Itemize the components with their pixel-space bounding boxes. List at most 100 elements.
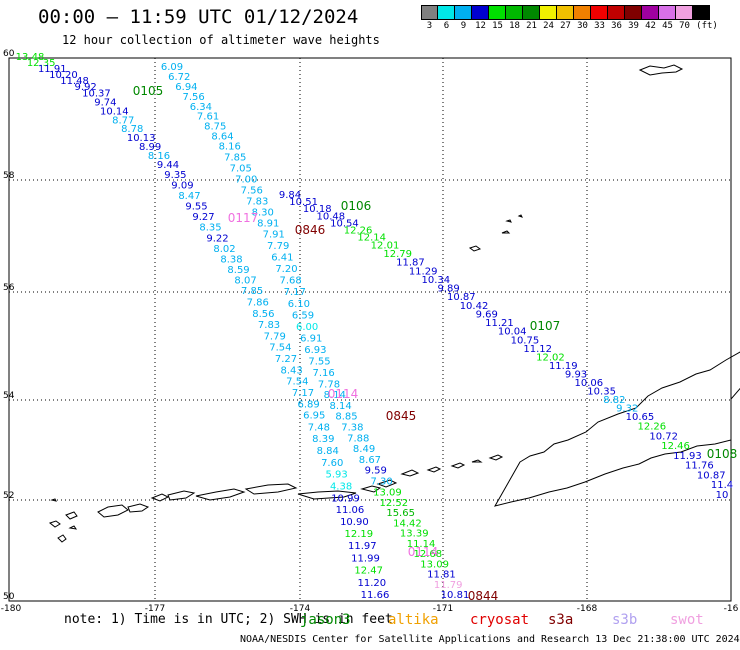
lat-tick-label: 56: [3, 283, 15, 293]
pass-time-tag: 0845: [386, 409, 417, 423]
wave-height-label: 8.39: [312, 434, 334, 445]
lat-tick-label: 58: [3, 171, 15, 181]
wave-height-label: 12.19: [345, 529, 374, 540]
wave-height-label: 10.37: [82, 88, 111, 99]
wave-height-label: 9.55: [185, 202, 207, 213]
wave-height-label: 11.81: [427, 570, 456, 581]
wave-height-label: 11.14: [407, 539, 436, 550]
color-scale-label: 9: [460, 21, 467, 31]
color-scale-label: 12: [475, 21, 486, 31]
wave-height-label: 9.22: [206, 233, 228, 244]
wave-height-label: 10.75: [511, 335, 540, 346]
wave-height-label: 8.30: [252, 208, 274, 219]
wave-height-label: 7.85: [224, 153, 246, 164]
lat-tick-label: 54: [3, 391, 15, 401]
island-outline: [244, 483, 298, 495]
wave-height-label: 10.35: [587, 386, 616, 397]
wave-height-label: 9.32: [616, 403, 638, 414]
wave-height-labels: 13.4812.3511.9110.2011.489.9210.379.7410…: [16, 52, 733, 601]
wave-height-label: 7.16: [313, 368, 335, 379]
color-scale-unit: (ft): [696, 21, 718, 31]
wave-height-label: 7.17: [292, 388, 314, 399]
axis-labels: -180 -177 -174 -171 -168 -16 60 58 56 54 52 50: [1, 49, 739, 614]
wave-height-label: 6.09: [161, 62, 183, 73]
color-scale-label: 3: [426, 21, 433, 31]
color-scale-cell: [659, 5, 676, 20]
color-scale-label: 45: [662, 21, 673, 31]
wave-height-label: 12.01: [371, 240, 400, 251]
wave-height-label: 10.54: [330, 218, 359, 229]
wave-height-label: 10.65: [626, 412, 655, 423]
wave-height-label: 10.14: [100, 106, 129, 117]
wave-height-label: 7.48: [308, 422, 330, 433]
wave-height-label: 7.56: [183, 92, 205, 103]
lon-tick-label: -171: [433, 604, 453, 614]
island-outline: [376, 479, 398, 488]
satellite-legend-cryosat: cryosat: [470, 612, 530, 628]
wave-height-label: 13.09: [373, 487, 402, 498]
wave-height-label: 11.99: [351, 553, 380, 564]
pass-time-tag: 0114: [328, 387, 359, 401]
wave-height-label: 10.34: [422, 275, 451, 286]
wave-height-label: 9.74: [94, 97, 116, 108]
island-outline: [48, 520, 61, 528]
wave-height-label: 8.49: [353, 444, 375, 455]
color-scale-cell: [506, 5, 523, 20]
color-scale-labels: 3 6 9 12 15 18 21 24 27 30 33 36 39 42 45 70 (ft): [421, 21, 740, 33]
wave-height-label: 10.20: [49, 70, 78, 81]
wave-height-label: 6.94: [175, 82, 197, 93]
color-scale-cell: [523, 5, 540, 20]
pass-time-tags: 0105 0106 0107 0108 0117 0846 0114 0845 0114 0844: [133, 84, 738, 603]
page-title: 00:00 – 11:59 UTC 01/12/2024: [38, 6, 359, 28]
color-scale-cell: [676, 5, 693, 20]
wave-height-label: 11.20: [358, 578, 387, 589]
satellite-legend-altika: altika: [388, 612, 439, 628]
lon-tick-label: -16: [724, 604, 739, 614]
wave-height-label: 8.91: [257, 218, 279, 229]
wave-height-label: 11.48: [60, 76, 89, 87]
wave-height-label: 9.93: [565, 369, 587, 380]
color-scale-cell: [574, 5, 591, 20]
wave-height-label: 6.59: [292, 310, 314, 321]
wave-height-label: 10.13: [127, 133, 156, 144]
color-scale-label: 18: [509, 21, 520, 31]
color-scale-label: 15: [492, 21, 503, 31]
wave-height-label: 10.42: [460, 301, 489, 312]
wave-height-label: 8.75: [204, 122, 226, 133]
wave-height-label: 7.68: [279, 276, 301, 287]
color-scale-label: 24: [543, 21, 554, 31]
wave-height-label: 6.41: [271, 253, 293, 264]
wave-height-label: 11.12: [523, 344, 552, 355]
wave-height-label: 6.72: [168, 72, 190, 83]
wave-height-label: 12.02: [536, 352, 565, 363]
wave-height-label: 11.21: [485, 318, 514, 329]
wave-height-label: 12.46: [661, 441, 690, 452]
pass-time-tag: 0105: [133, 84, 164, 98]
wave-height-label: 12.52: [380, 498, 409, 509]
lon-tick-label: -174: [290, 604, 311, 614]
wave-height-label: 7.79: [264, 331, 286, 342]
wave-height-label: 6.91: [300, 334, 322, 345]
wave-height-label: 9.09: [171, 181, 193, 192]
color-scale-label: 39: [628, 21, 639, 31]
color-scale-label: 30: [577, 21, 588, 31]
wave-height-label: 11.06: [336, 505, 365, 516]
wave-height-label: 8.59: [227, 265, 249, 276]
color-scale-cell: [472, 5, 489, 20]
island-outline: [450, 462, 466, 469]
color-scale-cell: [591, 5, 608, 20]
wave-height-label: 7.83: [258, 320, 280, 331]
pass-time-tag: 0117: [228, 211, 259, 225]
wave-height-label: 13.39: [400, 529, 429, 540]
wave-height-label: 7.83: [246, 197, 268, 208]
island-outline: [127, 503, 150, 513]
alaska-peninsula-outline: [493, 351, 740, 507]
wave-height-label: 7.91: [263, 229, 285, 240]
color-scale-label: 42: [645, 21, 656, 31]
wave-height-label: 8.16: [219, 142, 241, 153]
wave-height-label: 10.48: [317, 211, 346, 222]
island-outline: [297, 490, 357, 500]
wave-height-label: 8.35: [199, 223, 221, 234]
pass-time-tag: 0844: [468, 589, 499, 603]
